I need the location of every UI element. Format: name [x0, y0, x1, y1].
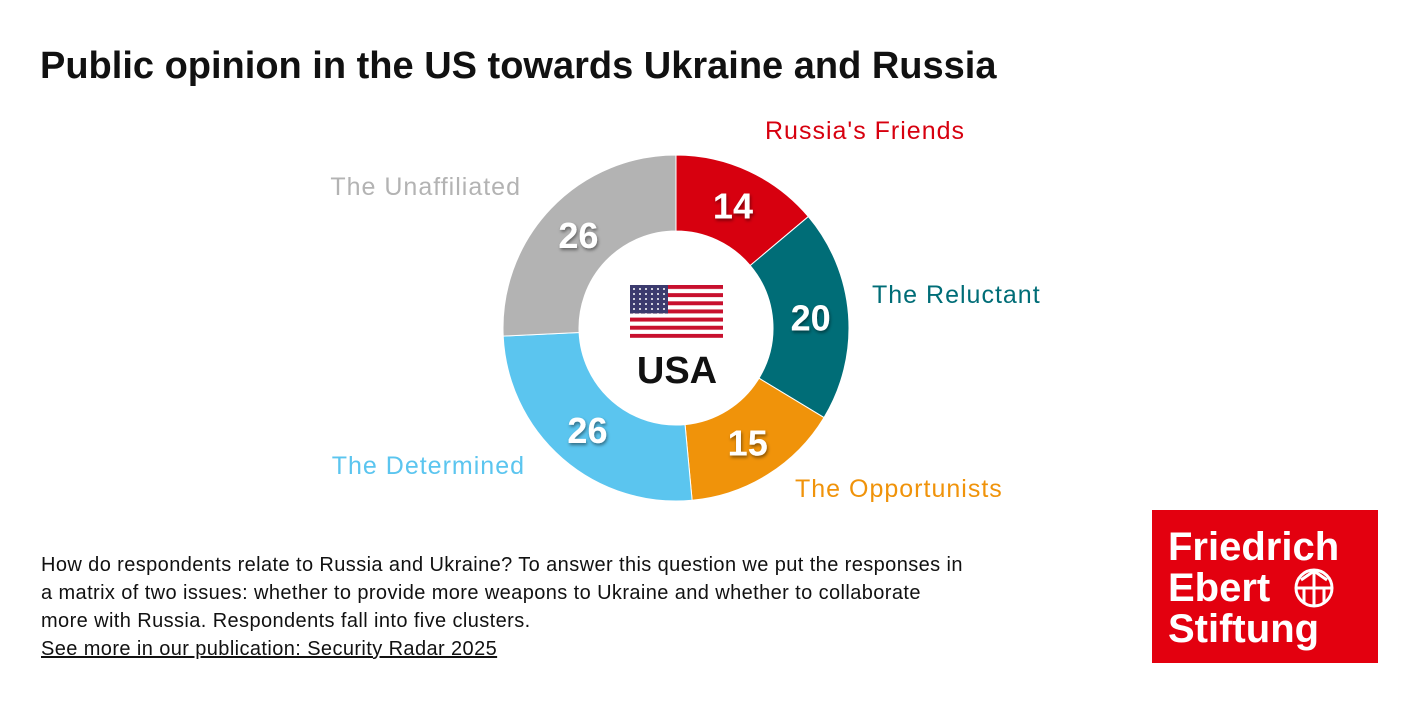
logo: Friedrich Ebert Stiftung: [1152, 510, 1378, 663]
data-label: 26: [558, 215, 598, 256]
publication-link[interactable]: See more in our publication: Security Ra…: [41, 638, 497, 660]
data-label: 26: [567, 410, 607, 451]
description-line: a matrix of two issues: whether to provi…: [41, 582, 921, 604]
chart-title: Public opinion in the US towards Ukraine…: [40, 45, 997, 87]
data-label: 14: [713, 186, 753, 227]
category-label: Russia's Friends: [765, 117, 965, 145]
us-flag: [630, 285, 723, 338]
logo-text: Stiftung: [1168, 607, 1319, 651]
center-label: USA: [637, 350, 717, 392]
logo-text: Friedrich: [1168, 525, 1339, 569]
category-label: The Opportunists: [795, 475, 1003, 503]
description-line: more with Russia. Respondents fall into …: [41, 610, 531, 632]
data-label: 20: [791, 298, 831, 339]
logo-text: Ebert: [1168, 566, 1270, 610]
category-label: The Reluctant: [872, 281, 1041, 309]
category-label: The Unaffiliated: [330, 173, 521, 201]
data-label: 15: [728, 422, 768, 463]
description-line: How do respondents relate to Russia and …: [41, 554, 963, 576]
category-label: The Determined: [332, 452, 525, 480]
